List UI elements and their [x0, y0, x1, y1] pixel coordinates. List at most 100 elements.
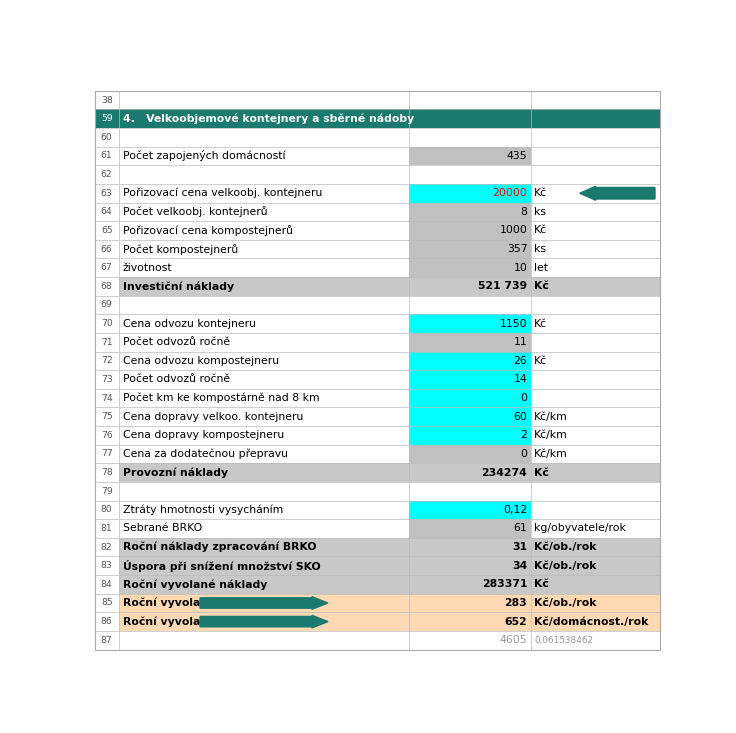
Bar [95, 463, 118, 482]
Bar [95, 333, 118, 352]
Bar [95, 388, 118, 408]
Bar [409, 277, 531, 295]
Text: 75: 75 [101, 412, 113, 421]
Bar [531, 388, 659, 408]
Text: Kč: Kč [534, 579, 549, 589]
Bar [531, 408, 659, 426]
Bar [118, 538, 409, 556]
Bar [409, 594, 531, 612]
Text: Kč/ob./rok: Kč/ob./rok [534, 598, 597, 608]
Bar [409, 295, 531, 314]
Bar [95, 202, 118, 221]
Text: 1150: 1150 [500, 319, 528, 328]
Bar [531, 426, 659, 445]
Bar [409, 147, 531, 165]
Text: životnost: životnost [123, 262, 172, 273]
Bar [95, 445, 118, 463]
Bar [118, 501, 409, 519]
Bar [409, 501, 531, 519]
Bar [531, 91, 659, 109]
Bar [531, 128, 659, 147]
Text: 521 739: 521 739 [478, 281, 528, 291]
Bar [409, 445, 531, 463]
Bar [531, 109, 659, 128]
Text: 4605: 4605 [500, 636, 528, 645]
Text: 234274: 234274 [481, 468, 528, 478]
Text: Roční náklady zpracování BRKO: Roční náklady zpracování BRKO [123, 542, 316, 553]
Bar [409, 426, 531, 445]
Bar [95, 501, 118, 519]
Text: 65: 65 [101, 226, 113, 235]
Text: 14: 14 [514, 375, 528, 385]
Bar [95, 575, 118, 594]
Bar [95, 128, 118, 147]
Bar [531, 556, 659, 575]
Bar [531, 445, 659, 463]
Bar [118, 463, 409, 482]
Text: Cena odvozu kontejneru: Cena odvozu kontejneru [123, 319, 255, 328]
Text: 0,12: 0,12 [503, 505, 528, 515]
Text: 86: 86 [101, 617, 113, 626]
Text: 76: 76 [101, 431, 113, 440]
Text: 357: 357 [507, 244, 528, 254]
Bar [95, 259, 118, 277]
Text: 80: 80 [101, 505, 113, 515]
Bar [95, 352, 118, 370]
Bar [531, 202, 659, 221]
Bar [531, 259, 659, 277]
Bar [95, 519, 118, 538]
Text: Kč/km: Kč/km [534, 430, 568, 441]
Bar [118, 295, 409, 314]
Bar [409, 463, 531, 482]
Text: 68: 68 [101, 282, 113, 291]
Bar [95, 165, 118, 184]
Text: Pořizovací cena kompostejnerů: Pořizovací cena kompostejnerů [123, 225, 293, 236]
Text: 1000: 1000 [500, 226, 528, 235]
Bar [531, 333, 659, 352]
Text: Roční vyvolané náklady: Roční vyvolané náklady [123, 597, 267, 608]
Bar [531, 482, 659, 501]
Bar [95, 408, 118, 426]
Bar [531, 575, 659, 594]
Text: 31: 31 [512, 542, 528, 552]
FancyArrow shape [580, 186, 655, 200]
Bar [409, 408, 531, 426]
Text: 20000: 20000 [492, 188, 528, 198]
Bar [118, 277, 409, 295]
Text: 59: 59 [101, 114, 113, 123]
Text: Kč: Kč [534, 281, 549, 291]
Bar [95, 538, 118, 556]
Bar [95, 612, 118, 631]
Bar [95, 277, 118, 295]
Text: 84: 84 [101, 580, 113, 589]
Text: Počet odvozů ročně: Počet odvozů ročně [123, 375, 230, 385]
Bar [118, 388, 409, 408]
Bar [95, 147, 118, 165]
Text: Kč: Kč [534, 468, 549, 478]
Text: ks: ks [534, 244, 546, 254]
Bar [531, 519, 659, 538]
Bar [409, 519, 531, 538]
Bar [118, 128, 409, 147]
Bar [531, 314, 659, 333]
Bar [118, 109, 409, 128]
Text: ks: ks [534, 207, 546, 217]
Bar [95, 482, 118, 501]
Bar [95, 370, 118, 388]
Text: 4.   Velkoobjemové kontejnery a sběrné nádoby: 4. Velkoobjemové kontejnery a sběrné nád… [123, 114, 414, 124]
Bar [409, 482, 531, 501]
Bar [409, 556, 531, 575]
Bar [409, 240, 531, 259]
Text: 60: 60 [514, 412, 528, 421]
Bar [95, 314, 118, 333]
Text: kg/obyvatele/rok: kg/obyvatele/rok [534, 523, 626, 534]
Text: Počet odvozů ročně: Počet odvozů ročně [123, 337, 230, 347]
Bar [531, 352, 659, 370]
Bar [118, 482, 409, 501]
Text: Pořizovací cena velkoobj. kontejneru: Pořizovací cena velkoobj. kontejneru [123, 188, 322, 199]
Bar [409, 631, 531, 649]
Text: 87: 87 [101, 636, 113, 645]
Bar [409, 388, 531, 408]
Text: 62: 62 [101, 170, 113, 179]
Text: Roční vyvolané náklady: Roční vyvolané náklady [123, 616, 267, 627]
